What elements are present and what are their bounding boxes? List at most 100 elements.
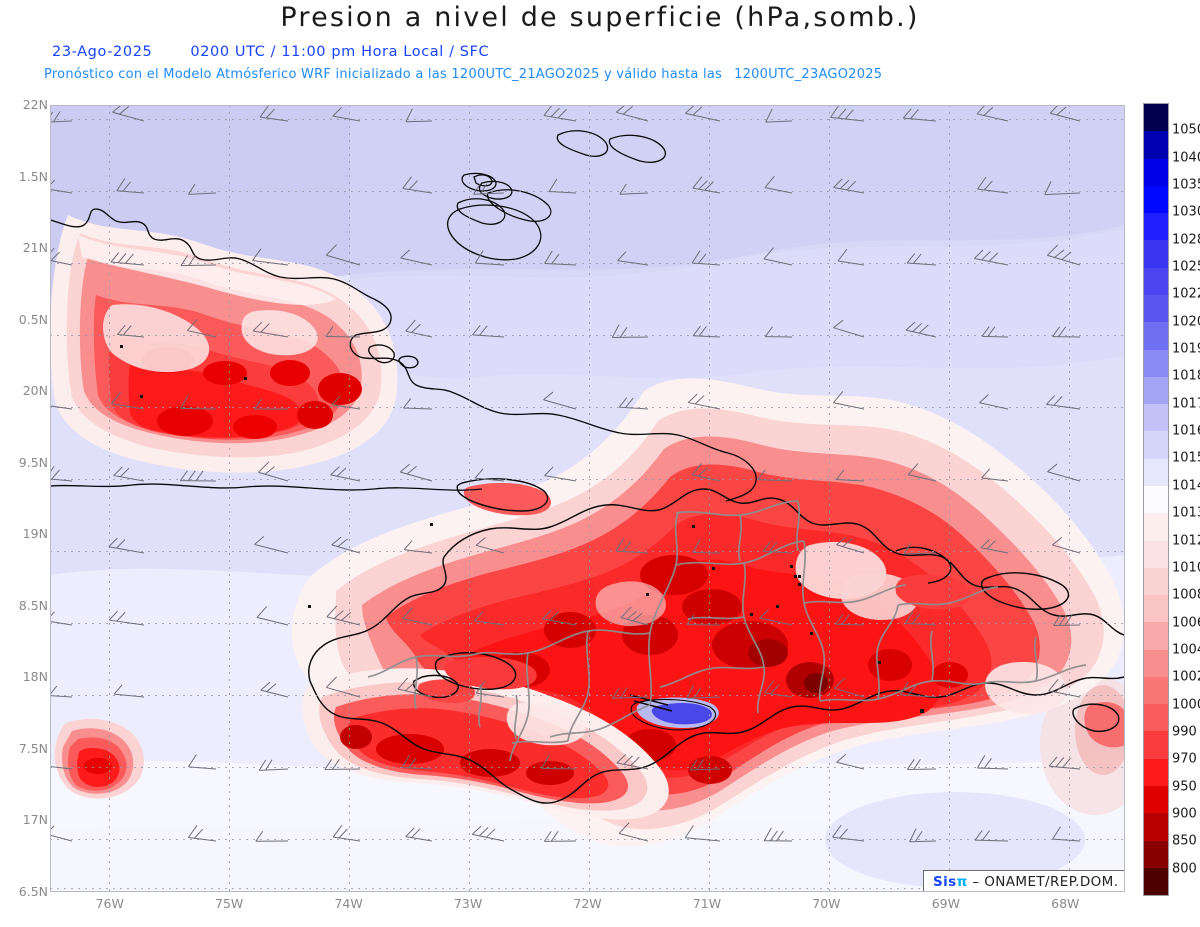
colorbar-tick-label: 900: [1172, 806, 1197, 822]
model-note-text: Pronóstico con el Modelo Atmósferico WRF…: [44, 67, 723, 82]
colorbar-swatch: [1144, 540, 1168, 568]
colorbar-swatch: [1144, 267, 1168, 295]
longitude-tick-label: 70W: [812, 896, 841, 911]
gridline-horizontal: [50, 407, 1125, 408]
colorbar-tick-label: 1022: [1172, 286, 1200, 302]
colorbar-swatch: [1144, 731, 1168, 759]
colorbar-tick-label: 1002: [1172, 669, 1200, 685]
gridline-horizontal: [50, 767, 1125, 768]
colorbar-swatch: [1144, 813, 1168, 841]
colorbar-swatch: [1144, 676, 1168, 705]
colorbar-swatch: [1144, 240, 1168, 268]
gridline-horizontal: [50, 551, 1125, 552]
colorbar-swatch: [1144, 704, 1168, 732]
pressure-colorbar[interactable]: [1143, 103, 1169, 896]
colorbar-tick-label: 1000: [1172, 697, 1200, 713]
colorbar-swatch: [1144, 185, 1168, 214]
colorbar-swatch: [1144, 458, 1168, 486]
gridline-vertical: [1069, 105, 1070, 892]
colorbar-tick-label: 1050: [1172, 122, 1200, 138]
gridline-horizontal: [50, 695, 1125, 696]
latitude-tick-label: 17N: [22, 812, 48, 828]
latitude-tick-label: 8.5N: [18, 597, 48, 613]
latitude-tick-label: 18N: [22, 669, 48, 685]
latitude-tick-label: 9.5N: [18, 454, 48, 470]
agency-label: ONAMET/REP.DOM.: [984, 874, 1119, 890]
colorbar-tick-label: 1012: [1172, 533, 1200, 549]
latitude-tick-label: 0.5N: [18, 311, 48, 327]
model-note-line: Pronóstico con el Modelo Atmósferico WRF…: [44, 67, 882, 82]
model-valid-time: 1200UTC_23AGO2025: [734, 67, 883, 82]
colorbar-tick-label: 1014: [1172, 478, 1200, 494]
pressure-shading-layer: [50, 105, 1125, 892]
colorbar-swatch: [1144, 485, 1168, 514]
colorbar-swatch: [1144, 649, 1168, 677]
longitude-tick-label: 74W: [334, 896, 363, 911]
colorbar-swatch: [1144, 431, 1168, 459]
colorbar-tick-label: 1028: [1172, 232, 1200, 248]
colorbar-swatch: [1144, 294, 1168, 323]
colorbar-tick-label: 1020: [1172, 314, 1200, 330]
latitude-tick-label: 6.5N: [18, 884, 48, 899]
gridline-vertical: [949, 105, 950, 892]
gridline-horizontal: [50, 335, 1125, 336]
longitude-tick-label: 75W: [215, 896, 244, 911]
colorbar-tick-label: 1016: [1172, 423, 1200, 439]
colorbar-tick-label: 1015: [1172, 450, 1200, 466]
colorbar-tick-label: 1017: [1172, 396, 1200, 412]
colorbar-swatch: [1144, 213, 1168, 241]
gridline-horizontal: [50, 623, 1125, 624]
longitude-axis: 76W 75W 74W 73W 72W 71W 70W 69W 68W: [50, 896, 1125, 922]
longitude-tick-label: 76W: [95, 896, 124, 911]
latitude-tick-label: 19N: [22, 526, 48, 542]
gridline-vertical: [589, 105, 590, 892]
gridline-horizontal: [50, 263, 1125, 264]
pressure-colorbar-labels: 1050 1040 1035 1030 1028 1025 1022 1020 1019 1018…: [1172, 103, 1200, 896]
colorbar-tick-label: 970: [1172, 751, 1197, 767]
gridline-vertical: [349, 105, 350, 892]
colorbar-tick-label: 1018: [1172, 368, 1200, 384]
latitude-tick-label: 22N: [22, 97, 48, 112]
latitude-tick-label: 20N: [22, 383, 48, 399]
longitude-tick-label: 69W: [931, 896, 960, 911]
latitude-tick-label: 7.5N: [18, 740, 48, 756]
longitude-tick-label: 72W: [573, 896, 602, 911]
forecast-datetime-line: 23-Ago-2025 0200 UTC / 11:00 pm Hora Loca…: [52, 44, 489, 60]
gridline-horizontal: [50, 119, 1125, 120]
colorbar-tick-label: 1006: [1172, 615, 1200, 631]
colorbar-tick-label: 1010: [1172, 560, 1200, 576]
latitude-axis: 22N 1.5N 21N 0.5N 20N 9.5N 19N 8.5N 18N 7.5N 17N 6.…: [0, 97, 50, 899]
colorbar-tick-label: 990: [1172, 724, 1197, 740]
longitude-tick-label: 71W: [692, 896, 722, 911]
latitude-tick-label: 1.5N: [18, 168, 48, 184]
attribution-badge: Sisπ – ONAMET/REP.DOM.: [923, 870, 1125, 892]
colorbar-tick-label: 1040: [1172, 150, 1200, 166]
longitude-tick-label: 73W: [453, 896, 483, 911]
colorbar-tick-label: 850: [1172, 833, 1197, 849]
colorbar-swatch: [1144, 840, 1168, 868]
colorbar-tick-label: 1004: [1172, 642, 1200, 658]
gridline-horizontal: [50, 191, 1125, 192]
gridline-vertical: [469, 105, 470, 892]
colorbar-swatch: [1144, 158, 1168, 186]
colorbar-tick-label: 1025: [1172, 259, 1200, 275]
map-plot-area[interactable]: Sisπ – ONAMET/REP.DOM.: [50, 105, 1125, 892]
colorbar-swatch: [1144, 622, 1168, 650]
gridline-vertical: [229, 105, 230, 892]
colorbar-swatch: [1144, 404, 1168, 432]
colorbar-swatch: [1144, 376, 1168, 405]
colorbar-swatch: [1144, 758, 1168, 787]
colorbar-swatch: [1144, 131, 1168, 159]
colorbar-swatch: [1144, 867, 1168, 896]
colorbar-swatch: [1144, 104, 1168, 132]
gridline-vertical: [829, 105, 830, 892]
colorbar-swatch: [1144, 349, 1168, 377]
colorbar-swatch: [1144, 786, 1168, 814]
colorbar-swatch: [1144, 322, 1168, 350]
gridline-horizontal: [50, 839, 1125, 840]
colorbar-tick-label: 800: [1172, 861, 1197, 877]
colorbar-swatch: [1144, 513, 1168, 541]
longitude-tick-label: 68W: [1051, 896, 1080, 911]
latitude-tick-label: 21N: [22, 240, 48, 256]
